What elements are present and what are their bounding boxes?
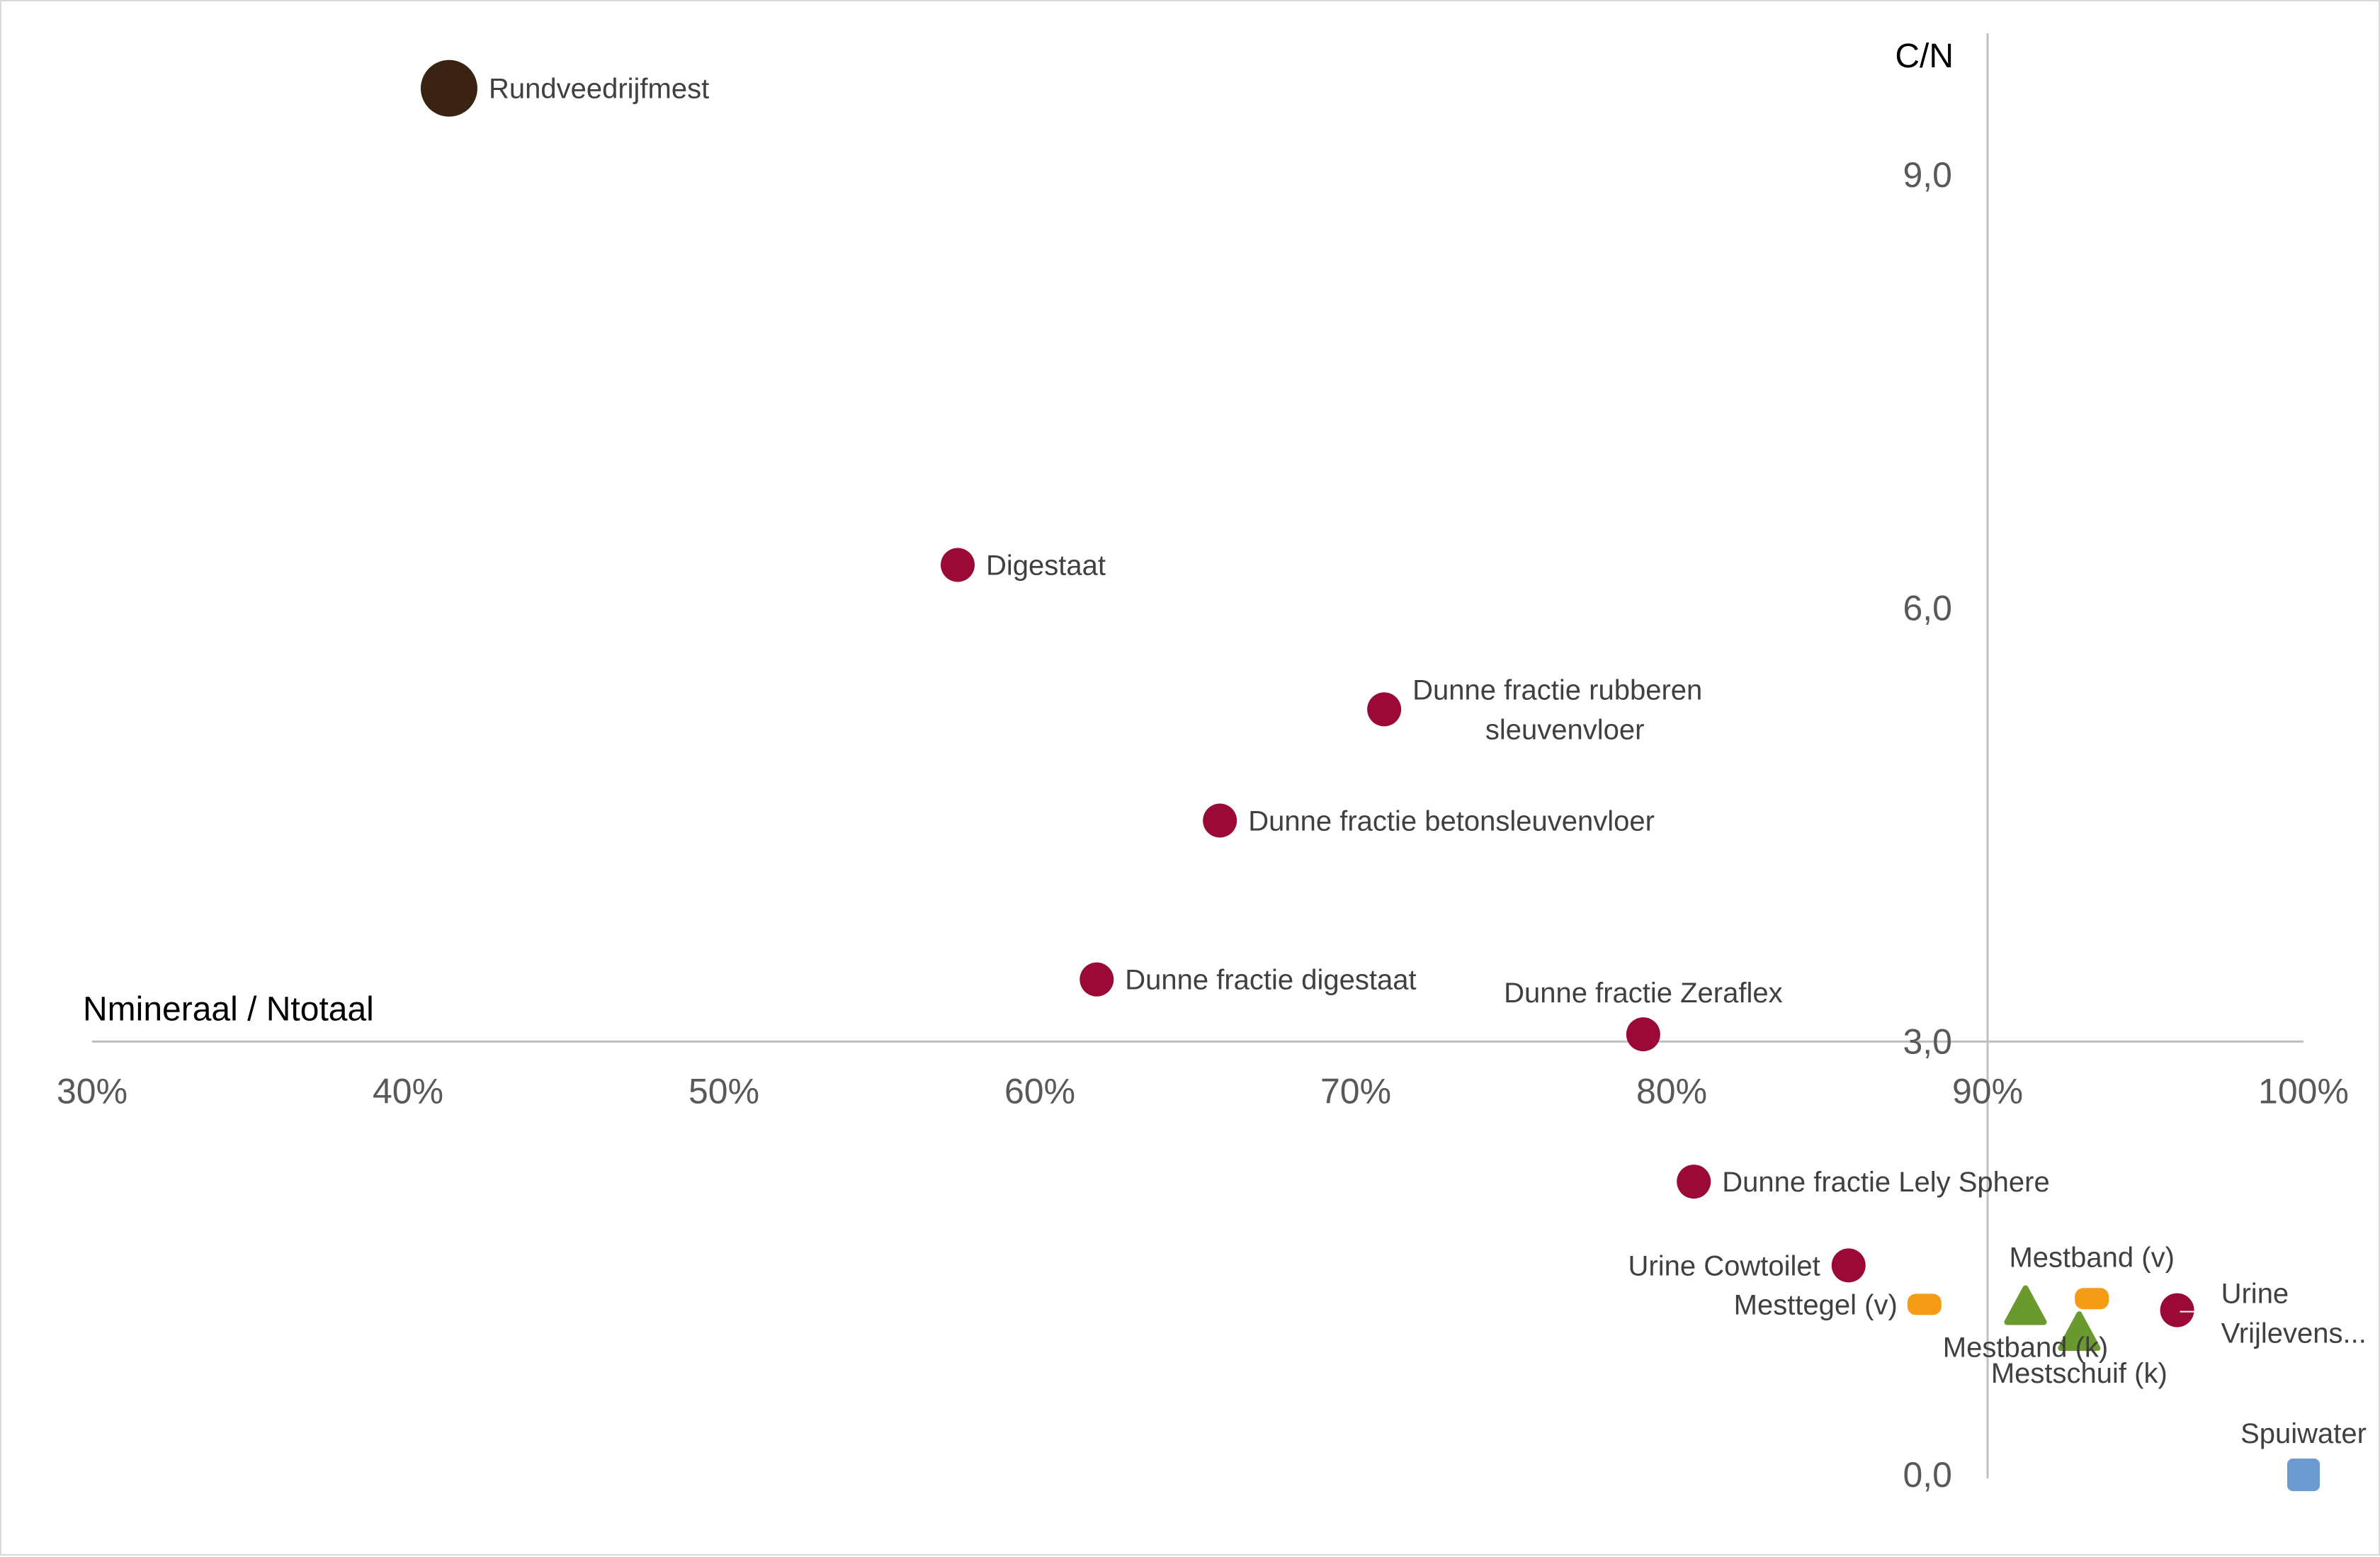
label-mestband-v: Mestband (v) [2009,1242,2174,1273]
marker-mestband-v [2075,1288,2109,1310]
x-tick-label: 80% [1636,1071,1707,1111]
marker-dunne-fractie-betonsleuvenvloer [1203,803,1237,838]
x-tick-labels: 30% 40% 50% 60% 70% 80% 90% 100% [57,1071,2349,1111]
label-dunne-fractie-rubberen-sleuvenvloer: Dunne fractie rubberen sleuvenvloer [1412,674,1702,745]
x-tick-label: 50% [688,1071,759,1111]
marker-mesttegel-v [1907,1293,1942,1315]
label-urine-cowtoilet: Urine Cowtoilet [1628,1250,1820,1281]
y-tick-labels: 0,0 3,0 6,0 9,0 [1903,155,1952,1495]
label-mestband-k: Mestband (k) [1943,1332,2108,1363]
marker-urine-cowtoilet [1831,1248,1866,1283]
label-dunne-fractie-betonsleuvenvloer: Dunne fractie betonsleuvenvloer [1248,805,1655,837]
label-dunne-fractie-digestaat: Dunne fractie digestaat [1125,965,1416,996]
data-labels: Rundveedrijfmest Digestaat Dunne fractie r… [489,74,2367,1449]
label-urine-vrijlevens: Urine Vrijlevens... [2221,1279,2367,1349]
marker-urine-vrijlevens [2160,1293,2194,1327]
marker-dunne-fractie-rubberen-sleuvenvloer [1367,692,1402,727]
y-tick-label: 9,0 [1903,155,1952,195]
y-tick-label: 3,0 [1903,1021,1952,1061]
y-axis-title: C/N [1895,38,1954,75]
marker-dunne-fractie-zeraflex [1626,1017,1660,1052]
marker-mestschuif-k [2058,1311,2101,1352]
marker-spuiwater [2287,1459,2320,1491]
x-tick-label: 100% [2258,1071,2349,1111]
x-axis-title: Nmineraal / Ntotaal [83,990,374,1028]
data-markers [420,60,2320,1491]
label-mestschuif-k: Mestschuif (k) [1991,1358,2168,1389]
x-tick-label: 60% [1004,1071,1075,1111]
label-digestaat: Digestaat [986,550,1106,582]
label-mesttegel-v: Mesttegel (v) [1734,1289,1898,1320]
x-tick-label: 70% [1320,1071,1391,1111]
x-tick-label: 90% [1952,1071,2023,1111]
x-tick-label: 30% [57,1071,128,1111]
x-tick-label: 40% [373,1071,443,1111]
y-tick-label: 0,0 [1903,1455,1952,1495]
marker-rundveedrijfmest [420,60,477,117]
y-tick-label: 6,0 [1903,589,1952,628]
marker-digestaat [941,548,975,582]
label-spuiwater: Spuiwater [2240,1418,2367,1449]
marker-dunne-fractie-lely-sphere [1677,1165,1711,1199]
label-dunne-fractie-lely-sphere: Dunne fractie Lely Sphere [1722,1167,2050,1198]
marker-dunne-fractie-digestaat [1080,962,1114,997]
label-dunne-fractie-zeraflex: Dunne fractie Zeraflex [1504,978,1783,1009]
marker-mestband-k [2004,1285,2047,1325]
label-rundveedrijfmest: Rundveedrijfmest [489,74,709,105]
